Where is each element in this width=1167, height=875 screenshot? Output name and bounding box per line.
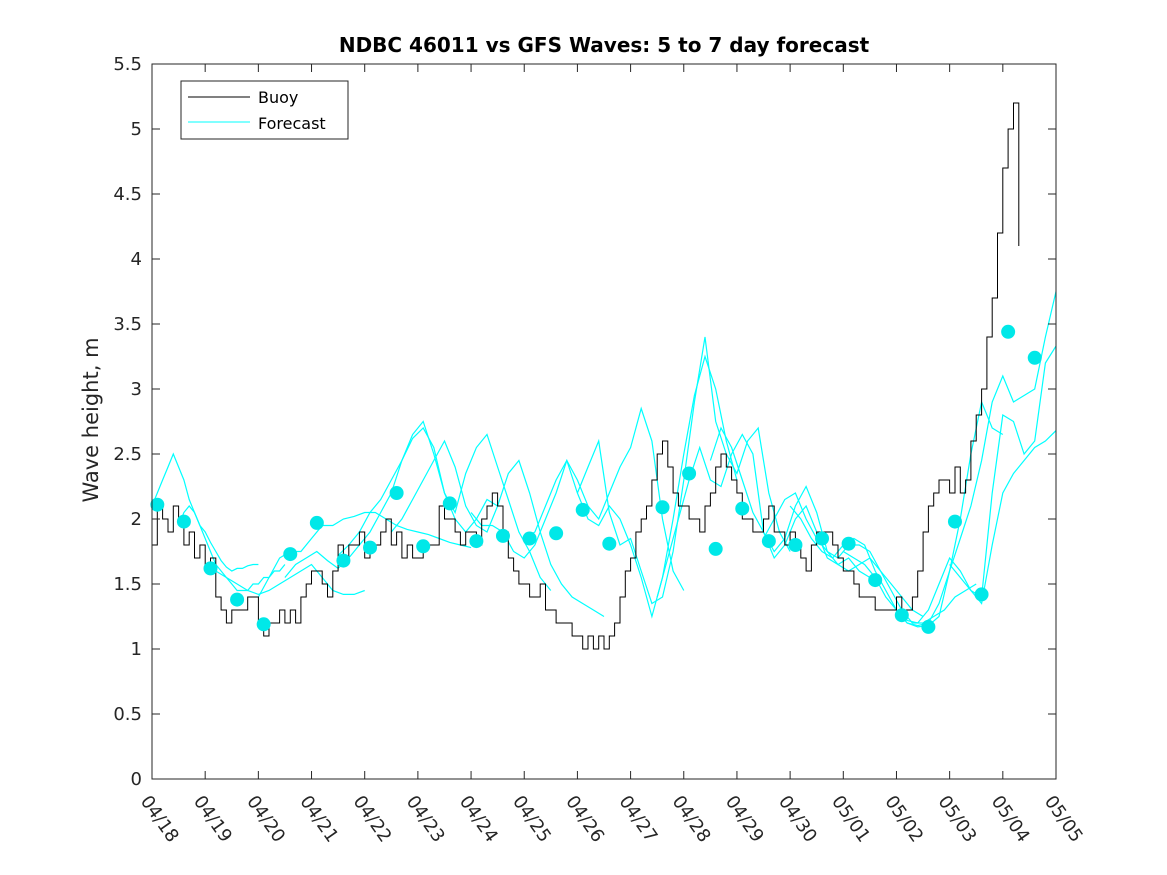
forecast-point — [894, 608, 909, 623]
forecast-point — [389, 486, 404, 500]
y-tick-label: 0 — [131, 769, 142, 790]
y-tick-label: 1 — [131, 639, 142, 660]
forecast-point — [682, 466, 697, 481]
forecast-point — [815, 531, 830, 546]
forecast-line — [576, 336, 791, 605]
legend-box — [180, 80, 349, 140]
y-tick-label: 5 — [131, 119, 142, 140]
forecast-point — [363, 540, 378, 555]
forecast-point — [495, 528, 510, 543]
y-axis-label: Wave height, m — [79, 337, 103, 502]
y-tick-label: 5.5 — [113, 54, 142, 75]
forecast-point — [1027, 350, 1042, 365]
forecast-point — [416, 539, 431, 554]
y-tick-label: 3.5 — [113, 314, 142, 335]
forecast-point — [230, 592, 245, 607]
legend: Buoy Forecast — [180, 80, 349, 140]
forecast-point — [150, 497, 165, 512]
chart-title: NDBC 46011 vs GFS Waves: 5 to 7 day fore… — [339, 33, 870, 57]
forecast-point — [256, 617, 271, 632]
y-tick-label: 2.5 — [113, 444, 142, 465]
forecast-point — [735, 501, 750, 516]
forecast-line — [709, 426, 924, 618]
forecast-line — [337, 427, 552, 591]
legend-forecast-label: Forecast — [258, 114, 326, 133]
forecast-point — [947, 514, 962, 529]
forecast-point — [469, 534, 484, 549]
buoy-line-group — [152, 102, 1020, 650]
y-tick-label: 4.5 — [113, 184, 142, 205]
forecast-line — [949, 430, 1056, 605]
forecast-point — [549, 526, 564, 541]
forecast-point — [974, 587, 989, 602]
y-tick-label: 2 — [131, 509, 142, 530]
forecast-line — [523, 354, 738, 619]
y-axis-ticks: 0 0.5 1 1.5 2 2.5 3 3.5 4 4.5 5 5.5 — [113, 54, 1056, 790]
forecast-point — [336, 553, 351, 568]
forecast-point — [602, 536, 617, 551]
forecast-point — [575, 502, 590, 517]
forecast-point — [442, 496, 457, 511]
forecast-point — [309, 515, 324, 530]
forecast-line — [152, 452, 259, 572]
y-tick-label: 3 — [131, 379, 142, 400]
forecast-line — [178, 505, 286, 592]
y-tick-label: 1.5 — [113, 574, 142, 595]
forecast-point — [176, 514, 191, 529]
forecast-point — [761, 534, 776, 549]
forecast-point — [841, 536, 856, 551]
forecast-point — [655, 500, 670, 515]
forecast-markers — [150, 324, 1042, 634]
forecast-point — [203, 561, 218, 576]
forecast-point — [1001, 324, 1016, 339]
forecast-line — [205, 563, 365, 596]
forecast-line — [762, 492, 977, 624]
forecast-point — [921, 619, 936, 634]
forecast-point — [522, 531, 537, 546]
forecast-point — [708, 541, 723, 556]
y-tick-label: 0.5 — [113, 704, 142, 725]
y-tick-label: 4 — [131, 249, 142, 270]
forecast-point — [868, 573, 883, 588]
plot-frame — [151, 63, 1057, 780]
forecast-point — [283, 547, 298, 562]
forecast-point — [788, 538, 803, 552]
buoy-line — [152, 102, 1020, 650]
legend-buoy-label: Buoy — [258, 88, 298, 107]
